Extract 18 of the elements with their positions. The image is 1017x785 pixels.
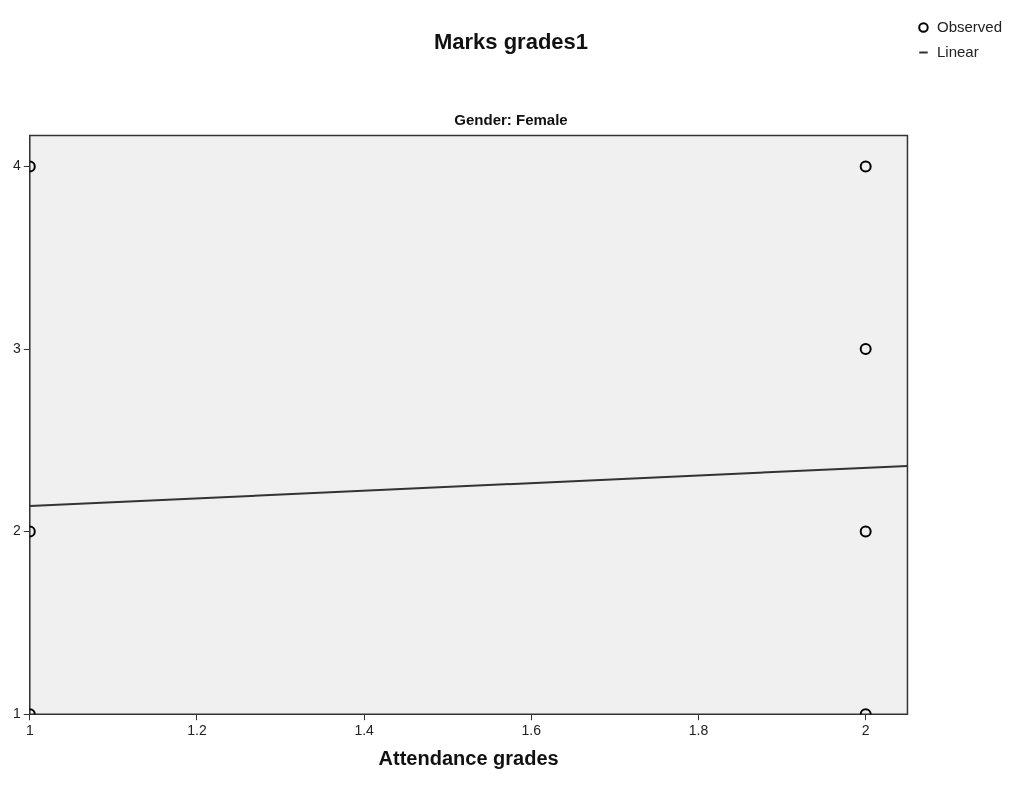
y-tick-label: 3 [12, 339, 21, 356]
point [859, 525, 872, 538]
point [859, 160, 872, 173]
chart-subtitle: Gender: Female [454, 110, 568, 128]
chart-title: Marks grades1 [433, 29, 589, 55]
legend-label: Observed [936, 17, 1003, 35]
y-tick-label: 4 [12, 157, 21, 174]
y-tick-label: 2 [12, 522, 21, 539]
x-tick-label: 2 [861, 722, 870, 739]
point [859, 343, 872, 356]
x-tick-label: 1.2 [187, 722, 207, 739]
x-tick-label: 1.4 [354, 722, 375, 739]
y-tick-label: 1 [12, 705, 21, 722]
x-axis-title: Attendance grades [378, 746, 559, 769]
x-tick-label: 1.6 [521, 722, 542, 739]
x-tick-label: 1 [25, 722, 34, 739]
legend-label: Linear [936, 42, 979, 60]
x-tick-label: 1.8 [688, 722, 709, 739]
